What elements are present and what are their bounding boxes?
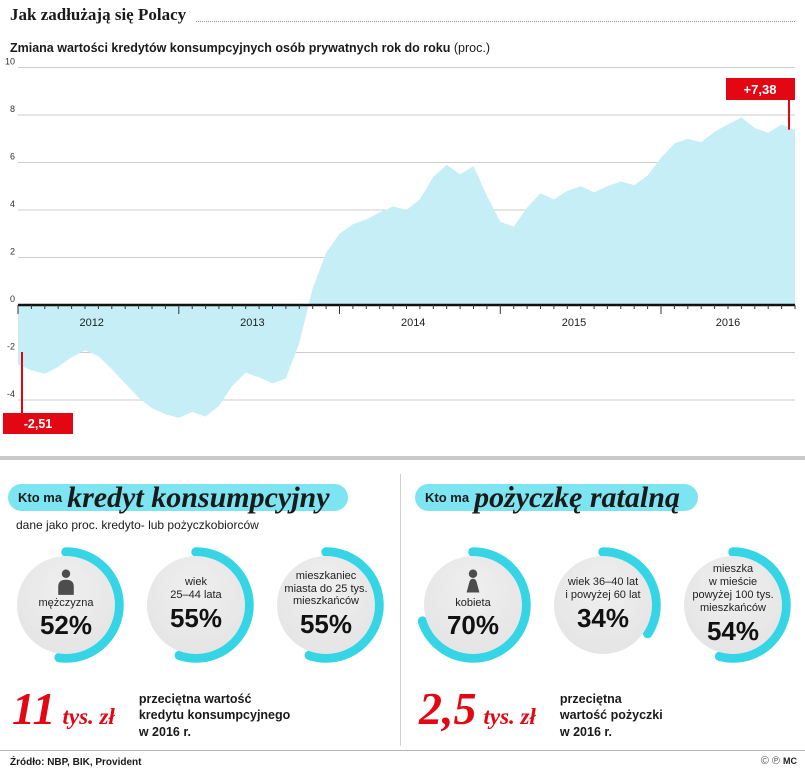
- amount-row-pozyczka: 2,5 tys. zł przeciętna wartość pożyczki w …: [415, 683, 805, 740]
- donut-percent: 70%: [446, 610, 500, 641]
- donut-inner: mieszka w mieście powyżej 100 tys. mieszkań…: [684, 556, 782, 654]
- y-tick-label: 6: [10, 152, 15, 162]
- donut-label: wiek 36–40 lat i powyżej 60 lat: [565, 576, 641, 601]
- donut-ring: [415, 547, 531, 663]
- section-title: pożyczkę ratalną: [474, 480, 680, 514]
- amount-unit: tys. zł: [483, 704, 536, 729]
- donut-arc: [545, 547, 661, 663]
- donut-inner: mężczyzna 52%: [17, 556, 115, 654]
- donut-miasto-do-25tys: mieszkaniec miasta do 25 tys. mieszkańców 5…: [268, 547, 384, 663]
- donut-inner: kobieta 70%: [424, 556, 522, 654]
- y-tick-label: 4: [10, 199, 15, 209]
- y-tick-label: 2: [10, 247, 15, 257]
- section-pozyczka-title-band: Kto ma pożyczkę ratalną: [415, 481, 698, 514]
- footer-marks: © ℗ MC: [761, 755, 797, 767]
- female-icon: [466, 569, 480, 593]
- donut-label: mężczyzna: [38, 596, 94, 609]
- chart-subtitle-text: Zmiana wartości kredytów konsumpcyjnych …: [10, 41, 451, 55]
- donut-inner: wiek 36–40 lat i powyżej 60 lat 34%: [554, 556, 652, 654]
- male-icon: [58, 569, 74, 595]
- x-year-label: 2014: [401, 317, 425, 329]
- section-pozyczka-ratalna: Kto ma pożyczkę ratalną kobieta 70% wiek …: [401, 468, 805, 746]
- donut-arc: [268, 547, 384, 663]
- chart-subtitle-unit: (proc.): [453, 41, 490, 55]
- chart-subtitle: Zmiana wartości kredytów konsumpcyjnych …: [10, 41, 490, 55]
- donut-mezczyzna: mężczyzna 52%: [8, 547, 124, 663]
- y-tick-label: -4: [7, 389, 15, 399]
- copyright-icon: ©: [760, 755, 769, 767]
- donut-ring: [545, 547, 661, 663]
- callout-max-label: +7,38: [744, 82, 777, 97]
- callout-max-box: [726, 78, 795, 100]
- y-tick-label: 8: [10, 104, 15, 114]
- donut-percent: 54%: [706, 615, 760, 646]
- section-divider: [400, 474, 401, 746]
- section-title: kredyt konsumpcyjny: [67, 480, 330, 514]
- y-tick-label: 10: [5, 58, 15, 67]
- amount-value: 2,5: [419, 683, 477, 734]
- donut-kobieta: kobieta 70%: [415, 547, 531, 663]
- donut-percent: 55%: [299, 609, 353, 640]
- donut-ring: [138, 547, 254, 663]
- section-kredyt-konsumpcyjny: Kto ma kredyt konsumpcyjny dane jako pro…: [0, 468, 400, 746]
- donut-label: wiek 25–44 lata: [170, 576, 222, 601]
- donut-arc: [138, 547, 254, 663]
- donut-wiek-25-44: wiek 25–44 lata 55%: [138, 547, 254, 663]
- callout-min-box: [3, 413, 73, 434]
- section-kicker: Kto ma: [425, 490, 470, 505]
- donut-percent: 52%: [39, 610, 93, 641]
- stats-row-kredyt: mężczyzna 52% wiek 25–44 lata 55% mieszkani…: [8, 547, 400, 663]
- donut-percent: 34%: [576, 602, 630, 633]
- x-year-label: 2016: [716, 317, 740, 329]
- x-year-label: 2015: [562, 317, 586, 329]
- header: Jak zadłużają się Polacy: [10, 5, 795, 25]
- donut-inner: mieszkaniec miasta do 25 tys. mieszkańców 5…: [277, 556, 375, 654]
- donut-miasto-powyzej-100tys: mieszka w mieście powyżej 100 tys. mieszkań…: [675, 547, 791, 663]
- amount-unit: tys. zł: [62, 704, 115, 729]
- donut-arc: [675, 547, 791, 663]
- stats-sections: Kto ma kredyt konsumpcyjny dane jako pro…: [0, 468, 805, 746]
- x-year-label: 2012: [79, 317, 103, 329]
- donut-arc: [8, 547, 124, 663]
- donut-ring: [8, 547, 124, 663]
- donut-label: mieszka w mieście powyżej 100 tys. mieszkań…: [692, 563, 774, 614]
- source-note: Źródło: NBP, BIK, Provident: [10, 757, 142, 768]
- donut-percent: 55%: [169, 602, 223, 633]
- donut-ring: [268, 547, 384, 663]
- amount-desc: przeciętna wartość kredytu konsumpcyjnego…: [138, 692, 291, 739]
- amount-row-kredyt: 11 tys. zł przeciętna wartość kredytu kon…: [8, 683, 400, 740]
- amount-value: 11: [12, 683, 56, 734]
- stats-row-pozyczka: kobieta 70% wiek 36–40 lat i powyżej 60 la…: [415, 547, 805, 663]
- amount-desc: przeciętna wartość pożyczki w 2016 r.: [559, 692, 663, 739]
- phonogram-icon: ℗: [771, 755, 780, 767]
- footer-rule: [0, 750, 805, 751]
- section-separator-rule: [0, 456, 805, 460]
- donut-wiek-36-40-60plus: wiek 36–40 lat i powyżej 60 lat 34%: [545, 547, 661, 663]
- area-series: [18, 117, 795, 418]
- x-year-label: 2013: [240, 317, 264, 329]
- donut-ring: [675, 547, 791, 663]
- section-subtitle: dane jako proc. kredyto- lub pożyczkobio…: [16, 518, 259, 532]
- credit-change-chart: 10 8 6 4 2 0 -2 -4 2012 2013 2014 2015 2016 -2,51 +7,3…: [3, 58, 796, 434]
- donut-label: mieszkaniec miasta do 25 tys. mieszkańców: [284, 569, 368, 608]
- footer-mc-mark: MC: [783, 756, 797, 766]
- callout-min-label: -2,51: [24, 417, 53, 431]
- section-kicker: Kto ma: [18, 490, 63, 505]
- y-tick-label: 0: [10, 294, 15, 304]
- page-title: Jak zadłużają się Polacy: [10, 5, 187, 24]
- y-tick-label: -2: [7, 342, 15, 352]
- title-leader-line: [196, 21, 795, 22]
- section-kredyt-title-band: Kto ma kredyt konsumpcyjny: [8, 481, 348, 514]
- section-subtitle: [423, 518, 805, 533]
- donut-inner: wiek 25–44 lata 55%: [147, 556, 245, 654]
- donut-label: kobieta: [455, 596, 491, 609]
- donut-arc: [415, 547, 531, 663]
